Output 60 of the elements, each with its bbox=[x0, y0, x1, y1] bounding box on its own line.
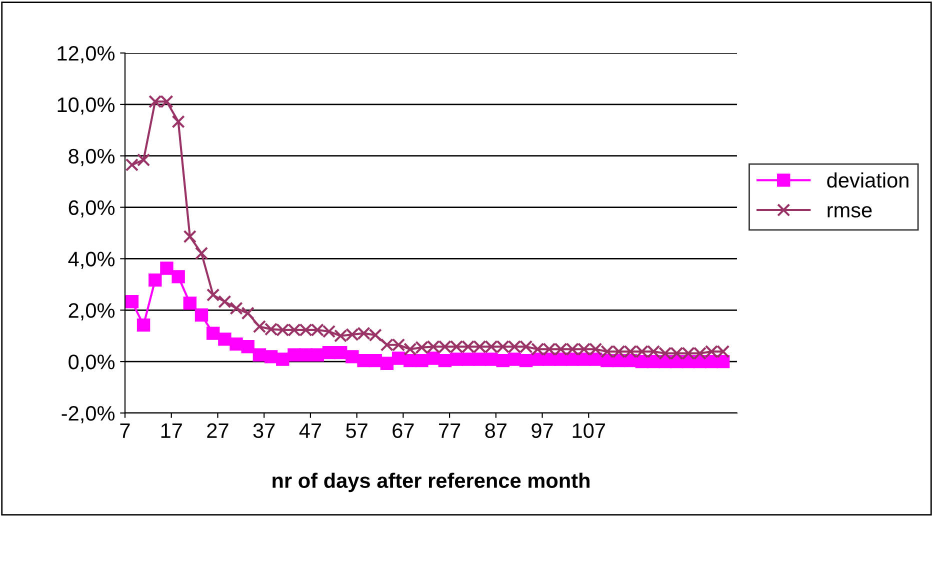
x-tick-label: 57 bbox=[346, 423, 368, 438]
x-tick-label: 107 bbox=[572, 423, 605, 438]
point bbox=[194, 246, 208, 260]
point bbox=[484, 352, 498, 366]
point bbox=[380, 356, 394, 370]
point bbox=[415, 354, 428, 368]
point bbox=[716, 354, 730, 368]
y-tick-label: 8,0% bbox=[68, 148, 115, 166]
point bbox=[125, 295, 139, 308]
point bbox=[276, 352, 290, 366]
x-tick-label: 87 bbox=[485, 423, 506, 438]
y-tick-label: 4,0% bbox=[68, 252, 115, 269]
point bbox=[172, 115, 185, 128]
x-tick-label: 27 bbox=[207, 423, 228, 438]
point bbox=[160, 262, 174, 275]
point bbox=[136, 318, 150, 332]
y-tick-label: -2,0% bbox=[62, 406, 115, 424]
point bbox=[461, 352, 475, 366]
point bbox=[230, 337, 243, 351]
x-tick-label: 67 bbox=[392, 423, 414, 438]
y-tick-label: 12,0% bbox=[58, 46, 115, 64]
point bbox=[194, 308, 208, 322]
point bbox=[218, 332, 232, 346]
point bbox=[357, 354, 370, 368]
point bbox=[450, 352, 464, 366]
legend-label: rmse bbox=[828, 206, 872, 218]
point bbox=[334, 346, 348, 360]
y-tick-label: 2,0% bbox=[68, 303, 115, 320]
point bbox=[218, 295, 232, 308]
point bbox=[172, 270, 185, 284]
point bbox=[310, 348, 324, 362]
point bbox=[206, 288, 220, 302]
x-axis-title: nr of days after reference month bbox=[272, 472, 590, 492]
x-tick-label: 47 bbox=[299, 423, 321, 438]
y-tick-label: 10,0% bbox=[58, 97, 115, 115]
point bbox=[508, 352, 522, 366]
point bbox=[241, 306, 254, 320]
point bbox=[148, 273, 162, 287]
x-tick-label: 77 bbox=[439, 423, 460, 438]
point bbox=[473, 352, 486, 366]
point bbox=[346, 350, 359, 364]
point bbox=[241, 340, 254, 354]
point bbox=[206, 326, 220, 340]
point bbox=[426, 352, 440, 365]
point bbox=[183, 296, 197, 310]
legend-label: deviation bbox=[827, 172, 908, 188]
point bbox=[264, 350, 278, 364]
point bbox=[125, 158, 139, 172]
point bbox=[136, 153, 150, 167]
x-tick-label: 17 bbox=[161, 423, 182, 438]
point bbox=[368, 354, 382, 368]
point bbox=[183, 230, 197, 244]
y-tick-label: 6,0% bbox=[68, 200, 115, 218]
x-tick-label: 37 bbox=[253, 423, 275, 438]
x-tick-label: 97 bbox=[532, 423, 553, 438]
point bbox=[230, 302, 243, 315]
point bbox=[392, 352, 406, 365]
point bbox=[299, 348, 312, 362]
y-tick-label: 0,0% bbox=[68, 354, 115, 372]
x-tick-label: 7 bbox=[120, 423, 130, 438]
